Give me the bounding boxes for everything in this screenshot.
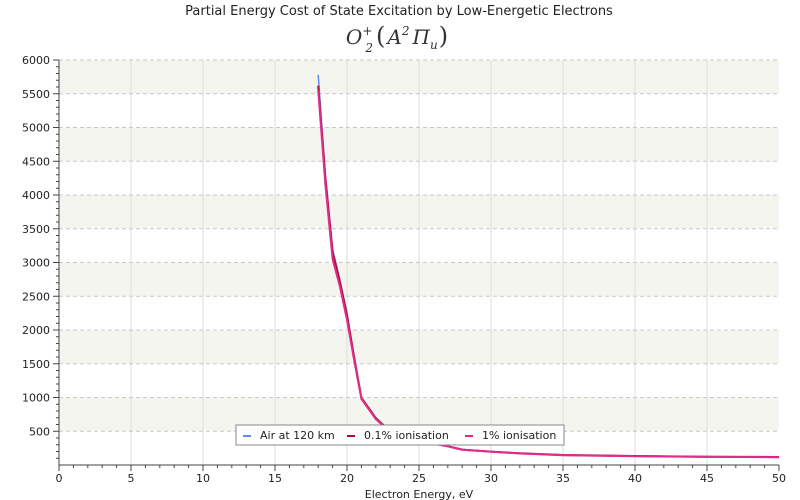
y-tick-label: 3000 xyxy=(22,257,50,270)
x-tick-label: 15 xyxy=(268,472,282,485)
legend: Air at 120 km 0.1% ionisation 1% ionisatio… xyxy=(235,424,565,446)
chart-title: Partial Energy Cost of State Excitation … xyxy=(185,4,613,19)
legend-label: Air at 120 km xyxy=(260,429,335,442)
legend-label: 0.1% ionisation xyxy=(364,429,449,442)
x-tick-label: 20 xyxy=(340,472,354,485)
y-tick-label: 2500 xyxy=(22,290,50,303)
y-tick-label: 1000 xyxy=(22,392,50,405)
x-tick-label: 10 xyxy=(196,472,210,485)
legend-box xyxy=(235,424,565,446)
x-tick-label: 30 xyxy=(484,472,498,485)
x-tick-label: 50 xyxy=(772,472,786,485)
x-axis-label: Electron Energy, eV xyxy=(365,488,474,500)
axes: 0 5 10 15 20 25 30 35 40 45 50 500 1000 1500 2000 2500 3… xyxy=(22,54,786,485)
x-tick-label: 35 xyxy=(556,472,570,485)
x-tick-label: 0 xyxy=(56,472,63,485)
y-tick-label: 500 xyxy=(29,425,50,438)
x-tick-label: 40 xyxy=(628,472,642,485)
y-tick-label: 6000 xyxy=(22,54,50,67)
x-tick-label: 45 xyxy=(700,472,714,485)
y-tick-label: 4500 xyxy=(22,155,50,168)
y-tick-label: 4000 xyxy=(22,189,50,202)
y-tick-label: 5000 xyxy=(22,122,50,135)
y-tick-label: 3500 xyxy=(22,223,50,236)
y-tick-label: 5500 xyxy=(22,88,50,101)
x-tick-label: 25 xyxy=(412,472,426,485)
chart-subtitle-formula: O+ 2(A2 Πu) xyxy=(346,22,448,55)
x-tick-label: 5 xyxy=(128,472,135,485)
y-tick-label: 2000 xyxy=(22,324,50,337)
y-tick-label: 1500 xyxy=(22,358,50,371)
legend-label: 1% ionisation xyxy=(482,429,556,442)
